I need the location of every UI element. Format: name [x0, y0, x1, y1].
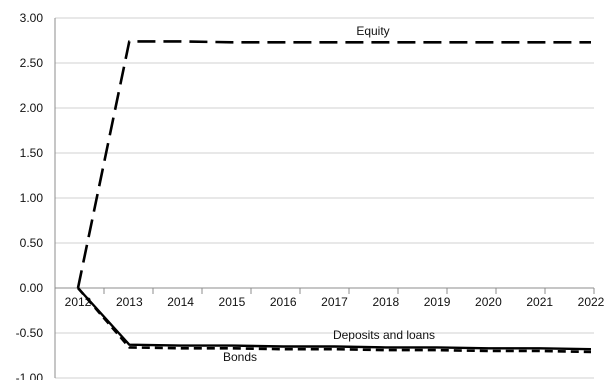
x-tick-label: 2015	[219, 295, 246, 309]
series-labels: Equity Deposits and loans Bonds	[223, 24, 435, 364]
x-tick-label: 2014	[167, 295, 194, 309]
x-tick-label: 2020	[475, 295, 502, 309]
y-tick-label: 1.50	[20, 146, 44, 160]
series-line-equity	[76, 40, 591, 289]
x-tick-label: 2022	[578, 295, 604, 309]
x-tick-label: 2018	[372, 295, 399, 309]
series-lines	[76, 40, 592, 354]
gridlines	[55, 17, 594, 379]
y-tick-label: 0.00	[20, 281, 44, 295]
series-line-deposits-and-loans	[77, 287, 592, 351]
x-axis: 2012 2013 2014 2015 2016 2017 2018 2019 2020 2021…	[54, 288, 604, 309]
x-tick-label: 2019	[424, 295, 451, 309]
y-tick-label: -0.50	[16, 326, 44, 340]
y-axis: -1.00 -0.50 0.00 0.50 1.00 1.50 2.00 2.50 3.00	[16, 11, 56, 380]
y-tick-label: 2.50	[20, 56, 44, 70]
x-tick-label: 2012	[65, 295, 92, 309]
y-tick-label: -1.00	[16, 371, 44, 380]
y-tick-label: 2.00	[20, 101, 44, 115]
x-tick-label: 2013	[116, 295, 143, 309]
y-tick-label: 1.00	[20, 191, 44, 205]
x-tick-label: 2021	[526, 295, 553, 309]
series-label: Bonds	[223, 350, 257, 364]
x-tick-label: 2017	[321, 295, 348, 309]
y-tick-label: 0.50	[20, 236, 44, 250]
x-tick-label: 2016	[270, 295, 297, 309]
y-tick-label: 3.00	[20, 11, 44, 25]
series-label: Deposits and loans	[333, 328, 435, 342]
series-label: Equity	[356, 24, 389, 38]
